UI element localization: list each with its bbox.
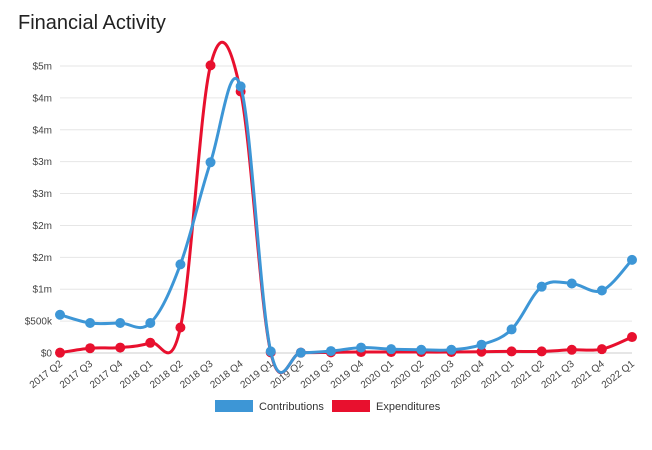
legend-item-expenditures[interactable]: Expenditures [332, 400, 441, 413]
series-contributions [55, 76, 637, 374]
x-tick-label: 2019 Q4 [329, 358, 366, 391]
y-tick-label: $2m [33, 221, 52, 232]
y-axis-ticks: $0 $500k $1m $2m $2m $3m $3m $4m $4m $5m [25, 62, 53, 360]
expenditures-point[interactable] [175, 322, 186, 333]
x-tick-label: 2021 Q2 [510, 358, 547, 391]
x-tick-label: 2018 Q1 [118, 358, 155, 391]
contributions-point[interactable] [566, 278, 577, 289]
y-tick-label: $4m [33, 93, 52, 104]
legend: Contributions Expenditures [215, 400, 441, 413]
x-tick-label: 2021 Q3 [540, 358, 577, 391]
contributions-point[interactable] [596, 285, 607, 296]
contributions-point[interactable] [476, 339, 487, 350]
contributions-point[interactable] [627, 254, 637, 265]
x-tick-label: 2017 Q4 [88, 358, 125, 391]
legend-swatch [332, 400, 370, 412]
expenditures-point[interactable] [627, 332, 637, 343]
y-tick-label: $2m [33, 253, 52, 264]
x-tick-label: 2020 Q2 [389, 358, 426, 391]
x-tick-label: 2018 Q2 [148, 358, 185, 391]
expenditures-point[interactable] [145, 337, 156, 348]
contributions-point[interactable] [446, 344, 457, 355]
y-tick-label: $3m [33, 157, 52, 168]
x-tick-label: 2020 Q3 [419, 358, 456, 391]
contributions-point[interactable] [85, 318, 96, 329]
x-tick-label: 2022 Q1 [600, 358, 637, 391]
expenditures-point[interactable] [205, 60, 216, 71]
legend-label: Expenditures [376, 401, 441, 413]
expenditures-point[interactable] [476, 346, 487, 357]
x-tick-label: 2018 Q3 [178, 358, 215, 391]
legend-item-contributions[interactable]: Contributions [215, 400, 324, 413]
contributions-point[interactable] [235, 81, 246, 92]
x-tick-label: 2021 Q4 [570, 358, 607, 391]
contributions-point[interactable] [506, 324, 517, 335]
legend-swatch [215, 400, 253, 412]
contributions-point[interactable] [356, 342, 367, 353]
contributions-point[interactable] [416, 344, 427, 355]
contributions-point[interactable] [115, 318, 126, 329]
y-tick-label: $5m [33, 62, 52, 73]
y-tick-label: $3m [33, 189, 52, 200]
series-expenditures [55, 40, 637, 375]
contributions-point[interactable] [205, 157, 216, 168]
contributions-point[interactable] [325, 346, 336, 357]
expenditures-point[interactable] [55, 347, 65, 358]
contributions-point[interactable] [265, 346, 276, 357]
x-tick-label: 2019 Q3 [299, 358, 336, 391]
expenditures-point[interactable] [506, 346, 517, 357]
contributions-point[interactable] [175, 259, 186, 270]
expenditures-point[interactable] [566, 344, 577, 355]
expenditures-point[interactable] [115, 342, 126, 353]
x-tick-label: 2017 Q2 [28, 358, 65, 391]
legend-label: Contributions [259, 401, 324, 413]
contributions-point[interactable] [55, 309, 65, 320]
contributions-point[interactable] [295, 347, 306, 358]
contributions-point[interactable] [145, 318, 156, 329]
expenditures-point[interactable] [536, 346, 547, 357]
y-tick-label: $0 [41, 349, 53, 360]
y-tick-label: $4m [33, 125, 52, 136]
y-tick-label: $1m [33, 285, 52, 296]
y-tick-label: $500k [25, 317, 53, 328]
x-tick-label: 2020 Q1 [359, 358, 396, 391]
contributions-point[interactable] [536, 281, 547, 292]
contributions-point[interactable] [386, 344, 397, 355]
x-tick-label: 2017 Q3 [58, 358, 95, 391]
expenditures-point[interactable] [85, 343, 96, 354]
expenditures-point[interactable] [596, 344, 607, 355]
x-tick-label: 2021 Q1 [479, 358, 516, 391]
series-lines [55, 40, 637, 375]
x-tick-label: 2020 Q4 [449, 358, 486, 391]
x-tick-label: 2019 Q1 [239, 358, 276, 391]
grid-lines [60, 65, 632, 354]
contributions-line [58, 76, 634, 374]
chart-title: Financial Activity [18, 12, 166, 34]
x-tick-label: 2018 Q4 [208, 358, 245, 391]
